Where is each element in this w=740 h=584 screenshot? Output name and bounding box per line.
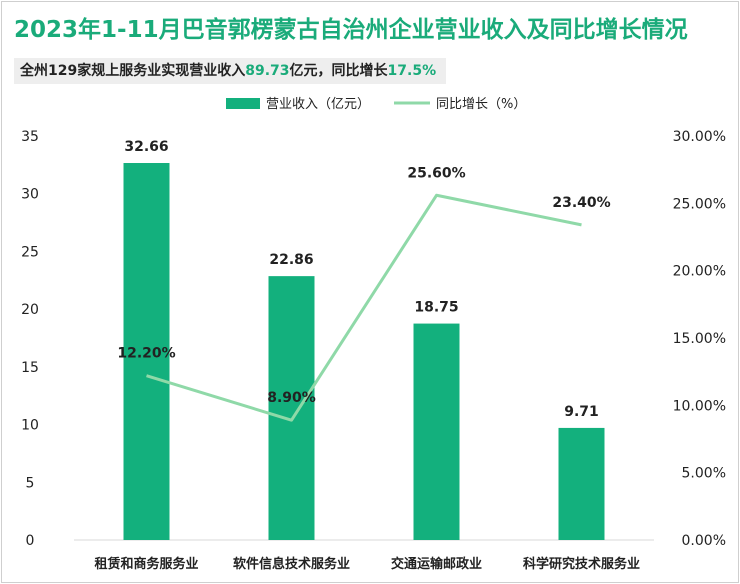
- subtitle-revenue-value: 89.73: [245, 63, 290, 79]
- line-data-label: 25.60%: [407, 165, 465, 181]
- bar-data-label: 32.66: [124, 139, 168, 155]
- y-left-tick-label: 15: [21, 360, 39, 376]
- y-left-tick-label: 30: [21, 187, 39, 203]
- subtitle-growth-value: 17.5%: [387, 63, 437, 79]
- y-right-tick-label: 15.00%: [673, 331, 726, 347]
- subtitle-banner: 全州129家规上服务业实现营业收入89.73亿元，同比增长17.5%: [14, 58, 447, 84]
- y-right-tick-label: 25.00%: [673, 196, 726, 212]
- bar-data-label: 9.71: [564, 404, 599, 420]
- subtitle-prefix: 全州129家规上服务业实现营业收入: [20, 63, 246, 79]
- subtitle-mid: 亿元，同比增长: [289, 63, 388, 79]
- y-right-tick-label: 30.00%: [673, 129, 726, 145]
- y-right-tick-label: 20.00%: [673, 264, 726, 280]
- y-right-tick-label: 10.00%: [673, 398, 726, 414]
- y-left-tick-label: 5: [26, 475, 35, 491]
- legend-line-label: 同比增长（%）: [436, 97, 526, 112]
- x-category-label: 租赁和商务服务业: [94, 556, 198, 572]
- line-data-label: 12.20%: [117, 346, 175, 362]
- y-left-tick-label: 25: [21, 244, 39, 260]
- chart-title: 2023年1-11月巴音郭楞蒙古自治州企业营业收入及同比增长情况: [14, 17, 688, 43]
- bar: [413, 323, 460, 540]
- legend-bar-label: 营业收入（亿元）: [266, 97, 370, 112]
- y-right-tick-label: 0.00%: [682, 533, 726, 549]
- growth-line: [146, 193, 582, 422]
- y-left-tick-label: 20: [21, 302, 39, 318]
- legend-bar-swatch: [226, 98, 260, 109]
- line-data-label: 8.90%: [267, 390, 316, 406]
- y-left-tick-label: 10: [21, 418, 39, 434]
- bar-data-label: 18.75: [414, 300, 458, 316]
- x-category-label: 科学研究技术服务业: [523, 556, 640, 572]
- bar-data-label: 22.86: [269, 252, 313, 268]
- y-left-tick-label: 35: [21, 129, 39, 145]
- line-data-label: 23.40%: [552, 195, 610, 211]
- bar: [268, 276, 315, 540]
- bar: [558, 427, 605, 540]
- y-right-tick-label: 5.00%: [682, 466, 726, 482]
- x-category-label: 交通运输邮政业: [391, 556, 482, 572]
- y-left-tick-label: 0: [26, 533, 35, 549]
- bar: [123, 163, 170, 540]
- x-category-label: 软件信息技术服务业: [233, 556, 350, 572]
